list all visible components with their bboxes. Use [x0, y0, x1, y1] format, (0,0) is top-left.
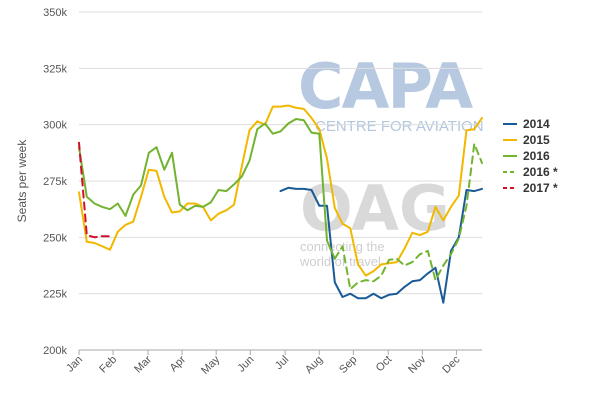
x-tick-label: Sep	[337, 354, 359, 376]
x-tick-label: Jun	[235, 354, 256, 375]
gridlines	[79, 11, 482, 351]
y-tick-label: 200k	[43, 345, 67, 357]
y-axis-ticks: 200k 225k 250k 275k 300k 325k 350k	[43, 7, 67, 357]
legend-item-label: 2014	[523, 117, 550, 131]
x-tick-label: Jan	[64, 354, 85, 375]
legend-item-label: 2016 *	[523, 165, 558, 179]
y-tick-label: 250k	[43, 232, 67, 244]
y-tick-label: 300k	[43, 120, 67, 132]
x-tick-label: Jul	[273, 354, 291, 372]
y-tick-label: 275k	[43, 176, 67, 188]
x-tick-label: Apr	[168, 353, 189, 374]
x-tick-label: Dec	[440, 353, 463, 376]
x-tick-label: Mar	[132, 353, 154, 375]
x-tick-label: Aug	[303, 354, 325, 376]
x-tick-label: Nov	[406, 353, 429, 376]
capa-logo-subtitle: CENTRE FOR AVIATION	[315, 118, 484, 135]
x-tick-label: May	[199, 353, 223, 377]
capa-logo-text: CAPA	[298, 50, 473, 123]
series-line-2014	[279, 186, 483, 304]
x-tick-label: Feb	[97, 354, 119, 376]
series-line-2016	[78, 118, 336, 260]
legend-item-label: 2015	[523, 133, 550, 147]
legend-item-label: 2016	[523, 149, 550, 163]
legend-item-label: 2017 *	[523, 181, 558, 195]
y-axis-label: Seats per week	[15, 139, 29, 223]
data-series	[78, 104, 483, 304]
series-line-2016	[333, 142, 483, 291]
series-line-2015	[78, 104, 483, 277]
y-tick-label: 350k	[43, 7, 67, 19]
series-line-2017	[78, 141, 111, 239]
y-tick-label: 225k	[43, 289, 67, 301]
x-tick-label: Oct	[374, 354, 395, 375]
x-axis-ticks: Jan Feb Mar Apr May Jun Jul Aug Sep Oct Nov Dec	[64, 350, 463, 377]
y-tick-label: 325k	[43, 63, 67, 75]
oag-logo-subtitle-line2: world of travel	[299, 254, 381, 269]
legend: 2014 2015 2016 2016 * 2017 *	[503, 117, 558, 195]
